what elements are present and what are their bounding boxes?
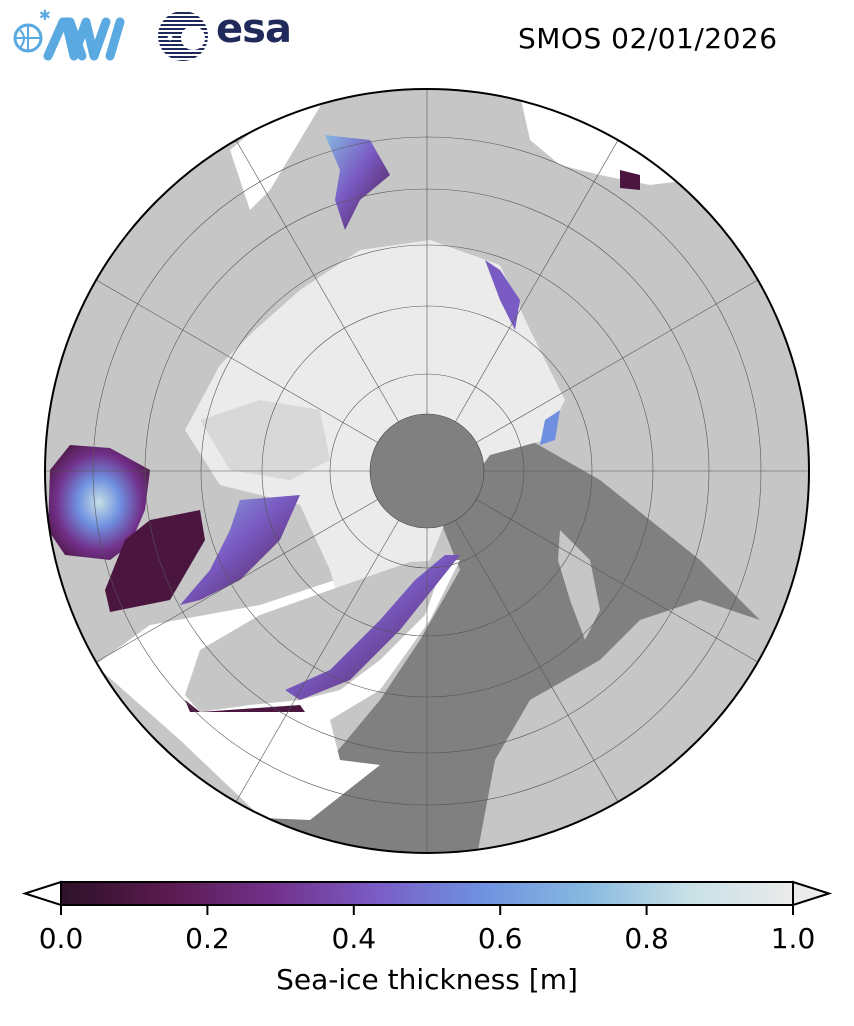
- map-title: SMOS 02/01/2026: [518, 22, 778, 55]
- meridian-line: [476, 499, 758, 663]
- land-novaya-zemlya: [558, 530, 600, 640]
- ice-hudson-strait: [105, 510, 205, 612]
- colorbar-extend-low: [21, 880, 62, 907]
- central-arctic-ice: [185, 240, 565, 640]
- meridian-line: [455, 140, 619, 422]
- colorbar-bar: [60, 881, 794, 906]
- colorbar-tick-label: 0.8: [624, 922, 669, 955]
- land-greenland: [185, 560, 445, 712]
- ice-east-greenland: [285, 555, 460, 700]
- land-scandinavia: [478, 600, 800, 850]
- pole-hole: [369, 413, 485, 529]
- svg-text:✱: ✱: [39, 8, 51, 24]
- ice-greenland-south: [185, 700, 305, 712]
- no-data-okhotsk: [520, 95, 690, 185]
- no-data-bering: [230, 90, 330, 210]
- awi-logo: ✱: [8, 8, 148, 68]
- esa-wordmark: esa: [216, 6, 292, 52]
- colorbar-tick-label: 0.4: [331, 922, 377, 955]
- map-boundary: [44, 88, 810, 854]
- meridian-line: [235, 140, 399, 422]
- colorbar-tick-label: 0.0: [38, 922, 84, 955]
- ice-hudson-bay: [48, 445, 150, 560]
- colorbar-tick-label: 0.2: [185, 922, 230, 955]
- colorbar-extend-high: [792, 880, 833, 907]
- colorbar-tick-label: 1.0: [770, 922, 816, 955]
- ice-chukchi: [325, 135, 390, 230]
- meridians: [45, 89, 809, 853]
- meridian-line: [476, 279, 758, 443]
- colorbar-tick-label: 0.6: [477, 922, 523, 955]
- colorbar-label: Sea-ice thickness [m]: [276, 963, 578, 996]
- esa-logo: [158, 8, 218, 68]
- ice-laptev-edge: [485, 260, 520, 330]
- meridian-line: [96, 499, 378, 663]
- meridian-line: [96, 279, 378, 443]
- colorbar: [21, 880, 833, 915]
- meridian-line: [235, 520, 399, 802]
- ice-okhotsk: [620, 170, 640, 190]
- meridian-line: [455, 520, 619, 802]
- ice-barents-edge: [540, 410, 560, 445]
